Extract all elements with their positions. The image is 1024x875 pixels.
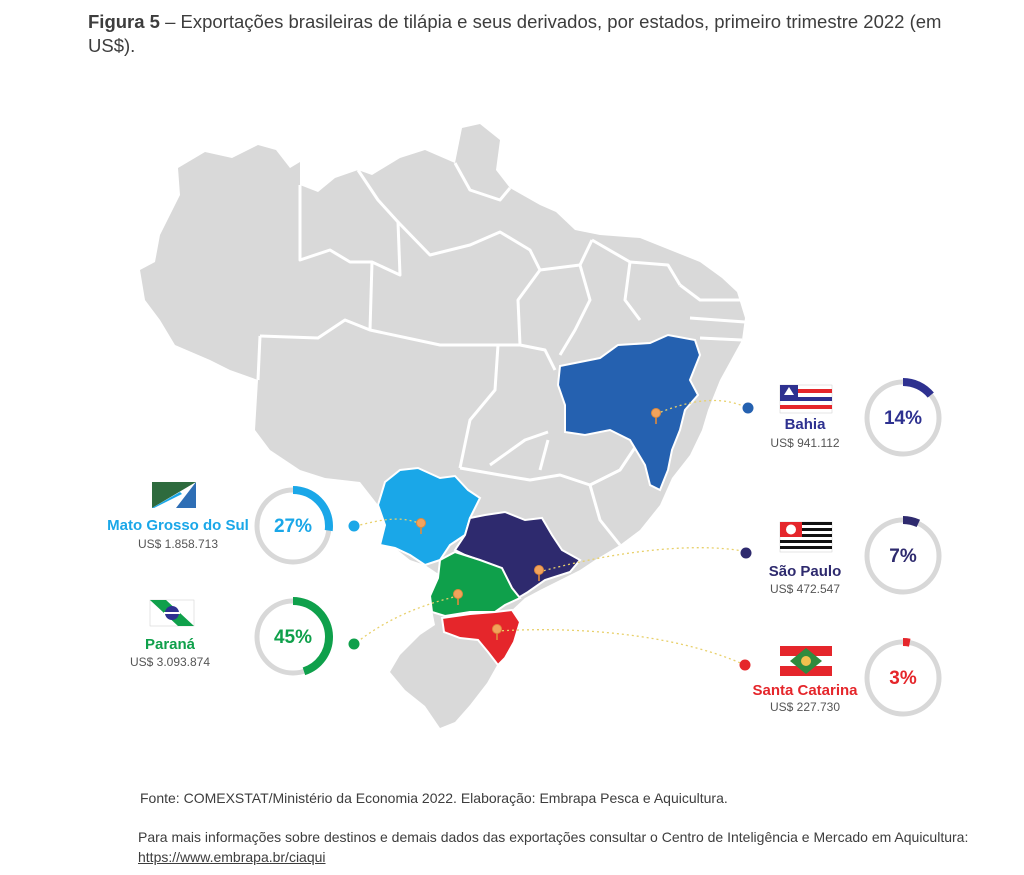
santa-catarina-percent: 3% xyxy=(889,668,917,689)
state-mato-grosso-do-sul[interactable] xyxy=(376,466,482,567)
donut-bahia xyxy=(863,378,943,458)
flag-parana-icon xyxy=(149,599,195,627)
dot-bahia xyxy=(742,402,754,414)
mato-grosso-do-sul-value: US$ 1.858.713 xyxy=(137,537,219,551)
bahia-percent: 14% xyxy=(883,408,923,429)
pin-santa-catarina xyxy=(492,624,502,634)
dot-sao-paulo xyxy=(740,547,752,559)
pin-parana xyxy=(453,589,463,599)
source-note: Fonte: COMEXSTAT/Ministério da Economia … xyxy=(140,790,728,806)
figure-caption: Figura 5 – Exportações brasileiras de ti… xyxy=(88,10,948,58)
brazil-land xyxy=(140,124,745,728)
flag-sao-paulo-icon xyxy=(779,521,833,553)
mato-grosso-do-sul-name: Mato Grosso do Sul xyxy=(107,517,249,534)
sao-paulo-value: US$ 472.547 xyxy=(769,582,841,596)
parana-percent: 45% xyxy=(273,627,313,648)
flag-mato-grosso-do-sul-icon xyxy=(152,482,196,508)
more-info: Para mais informações sobre destinos e d… xyxy=(138,827,968,867)
state-bahia[interactable] xyxy=(556,333,702,492)
sao-paulo-name: São Paulo xyxy=(768,563,842,580)
bahia-name: Bahia xyxy=(784,416,826,433)
map-pins xyxy=(416,408,661,640)
parana-value: US$ 3.093.874 xyxy=(129,655,211,669)
bahia-value: US$ 941.112 xyxy=(770,436,840,450)
state-borders xyxy=(256,162,746,546)
figure-label: Figura 5 xyxy=(88,11,160,32)
dot-santa-catarina xyxy=(739,659,751,671)
dot-mato-grosso-do-sul xyxy=(348,520,360,532)
flag-santa-catarina-icon xyxy=(780,646,832,676)
mato-grosso-do-sul-percent: 27% xyxy=(273,516,313,537)
donut-parana xyxy=(253,597,333,677)
ciaqui-link[interactable]: https://www.embrapa.br/ciaqui xyxy=(138,849,326,865)
connector-lines xyxy=(355,399,749,666)
more-info-text: Para mais informações sobre destinos e d… xyxy=(138,829,969,845)
donut-sao-paulo xyxy=(863,516,943,596)
pin-mato-grosso-do-sul xyxy=(416,518,426,528)
donut-santa-catarina xyxy=(863,638,943,718)
sao-paulo-percent: 7% xyxy=(889,546,917,567)
figure-title: – Exportações brasileiras de tilápia e s… xyxy=(88,11,942,56)
santa-catarina-value: US$ 227.730 xyxy=(769,700,841,714)
dot-parana xyxy=(348,638,360,650)
donut-mato-grosso-do-sul xyxy=(253,486,333,566)
parana-name: Paraná xyxy=(144,636,196,653)
santa-catarina-name: Santa Catarina xyxy=(752,682,858,699)
state-parana[interactable] xyxy=(428,550,522,618)
flag-bahia-icon xyxy=(779,384,833,414)
pin-bahia xyxy=(651,408,661,418)
pin-sao-paulo xyxy=(534,565,544,575)
state-santa-catarina[interactable] xyxy=(440,608,522,667)
